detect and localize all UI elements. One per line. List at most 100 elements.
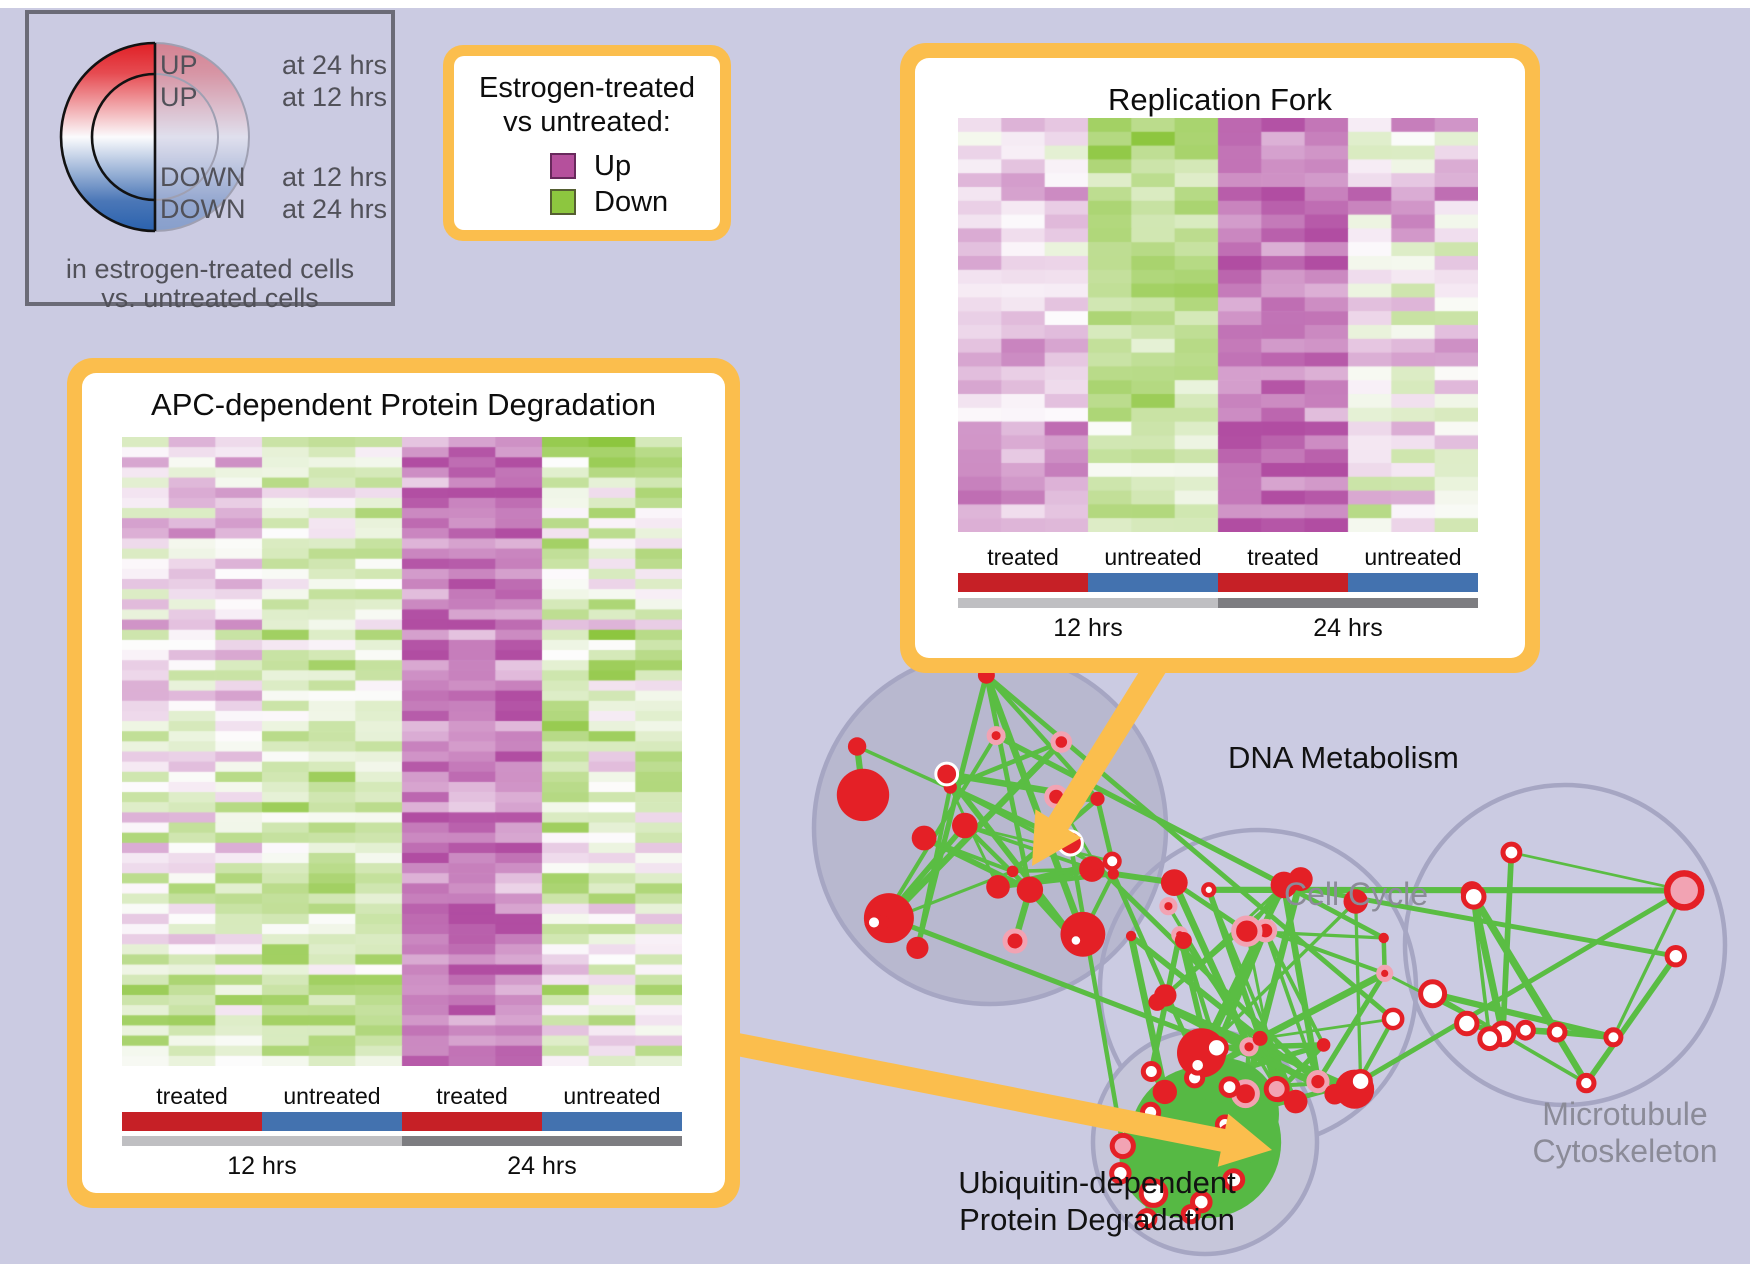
network-node (1138, 1178, 1169, 1208)
network-node (1348, 1068, 1373, 1094)
microtubule-label-line2: Cytoskeleton (1532, 1133, 1718, 1169)
network-node (1324, 1083, 1345, 1105)
network-node (1252, 1030, 1268, 1046)
cluster-label-microtubule-cytoskeleton: Microtubule Cytoskeleton (1490, 1096, 1750, 1170)
network-node (1204, 1035, 1229, 1060)
network-intercluster-edge (1384, 972, 1504, 1036)
network-node (934, 761, 960, 787)
updown-dir-label: DOWN (160, 162, 246, 192)
network-node (836, 768, 890, 822)
time-label-12hrs: 12 hrs (227, 1152, 297, 1180)
inner-circle-left-outline (90, 72, 156, 202)
network-node (986, 726, 1006, 746)
network-edge (1095, 798, 1115, 862)
colorbar-treated-12h (122, 1112, 262, 1131)
up-color-swatch (550, 153, 576, 179)
faded-right-half (155, 43, 249, 231)
colorbar-treated-24h (402, 1112, 542, 1131)
updown-dir-label: DOWN (160, 194, 246, 224)
group-label-untreated-12h: untreated (1104, 544, 1202, 570)
page-margin-top (0, 0, 1750, 8)
outer-circle-left-outline (59, 41, 156, 233)
apc-degradation-title: APC-dependent Protein Degradation (151, 387, 656, 422)
group-label-treated-24h: treated (1247, 544, 1319, 570)
network-node (1107, 868, 1120, 880)
time-label-24hrs: 24 hrs (507, 1152, 577, 1180)
network-node (1109, 1132, 1136, 1160)
timebar-12hrs (958, 598, 1218, 608)
network-node (1006, 865, 1019, 878)
network-edge (1200, 900, 1357, 1055)
replication-condition-colorbar (958, 573, 1478, 592)
updown-dir-label: UP (160, 50, 198, 80)
network-node (1603, 1027, 1624, 1048)
network-edge (964, 823, 1093, 871)
network-edge (1259, 1017, 1394, 1040)
apc-time-labels: 12 hrs 24 hrs (122, 1152, 682, 1181)
outer-circle-right-outline (154, 42, 250, 232)
network-node (1002, 928, 1028, 954)
network-edge (1431, 990, 1615, 1041)
network-node (952, 812, 978, 839)
network-node (1477, 1026, 1503, 1052)
network-node (1381, 1007, 1405, 1031)
network-node (1460, 884, 1487, 910)
network-edge (1012, 867, 1092, 874)
replication-fork-heatmap (958, 118, 1478, 532)
network-node (1454, 1010, 1480, 1037)
network-node (1187, 1055, 1208, 1076)
panel-to-cluster-arrow (1032, 648, 1173, 866)
time-label-24hrs: 24 hrs (1313, 614, 1383, 642)
replication-fork-panel: Replication Fork treated untreated treat… (900, 43, 1540, 673)
colorbar-untreated-12h (1088, 573, 1218, 592)
apc-degradation-heatmap (122, 437, 682, 1066)
down-key-label: Down (594, 186, 669, 218)
network-node (847, 737, 867, 756)
time-label-12hrs: 12 hrs (1053, 614, 1123, 642)
network-intercluster-edge (1068, 842, 1126, 1147)
network-intercluster-edge (1093, 862, 1320, 1084)
network-edge (914, 674, 989, 949)
group-label-treated-24h: treated (436, 1083, 508, 1109)
network-intercluster-edge (1359, 888, 1686, 1084)
network-node (1090, 858, 1102, 870)
apc-condition-colorbar (122, 1112, 682, 1131)
network-node (1664, 945, 1688, 968)
color-key-title-line2: vs untreated: (503, 106, 671, 138)
network-intercluster-edge (994, 733, 1286, 888)
updown-dir-label: UP (160, 82, 198, 112)
colorbar-treated-12h (958, 573, 1088, 592)
network-node (1306, 1070, 1330, 1094)
apc-degradation-panel-inner: APC-dependent Protein Degradation treate… (82, 373, 725, 1193)
network-node (986, 875, 1010, 899)
group-label-treated-12h: treated (987, 544, 1059, 570)
network-edge (1500, 852, 1514, 1035)
network-edge (1470, 895, 1590, 1085)
updown-time-label: at 12 hrs (282, 82, 388, 112)
network-edge (1611, 889, 1686, 1039)
timebar-12hrs (122, 1136, 402, 1146)
replication-group-labels: treated untreated treated untreated (958, 544, 1478, 571)
network-node (1174, 932, 1192, 949)
updown-time-label: at 24 hrs (282, 194, 388, 224)
page-margin-bottom (0, 1264, 1750, 1279)
updown-caption-line1: in estrogen-treated cells (65, 254, 355, 284)
cluster-label-cell-cycle: Cell Cycle (1284, 876, 1429, 912)
updown-time-label: at 12 hrs (282, 162, 388, 192)
network-edge (1280, 884, 1322, 1083)
network-node (1160, 869, 1188, 896)
updown-legend-box: UP at 24 hrs UP at 12 hrs DOWN at 12 hrs… (25, 10, 395, 313)
cluster-label-ubiquitin-degradation: Ubiquitin-dependent Protein Degradation (942, 1164, 1252, 1238)
network-edge (1264, 928, 1386, 976)
apc-group-labels: treated untreated treated untreated (122, 1083, 682, 1110)
network-node (1343, 889, 1368, 914)
network-node (1283, 1089, 1308, 1114)
colorbar-untreated-12h (262, 1112, 402, 1131)
network-node (1222, 1168, 1246, 1192)
microtubule-label-line1: Microtubule (1542, 1096, 1708, 1132)
cluster-label-dna-metabolism: DNA Metabolism (1228, 740, 1459, 775)
network-edge (1583, 954, 1679, 1085)
network-node (1201, 882, 1217, 898)
